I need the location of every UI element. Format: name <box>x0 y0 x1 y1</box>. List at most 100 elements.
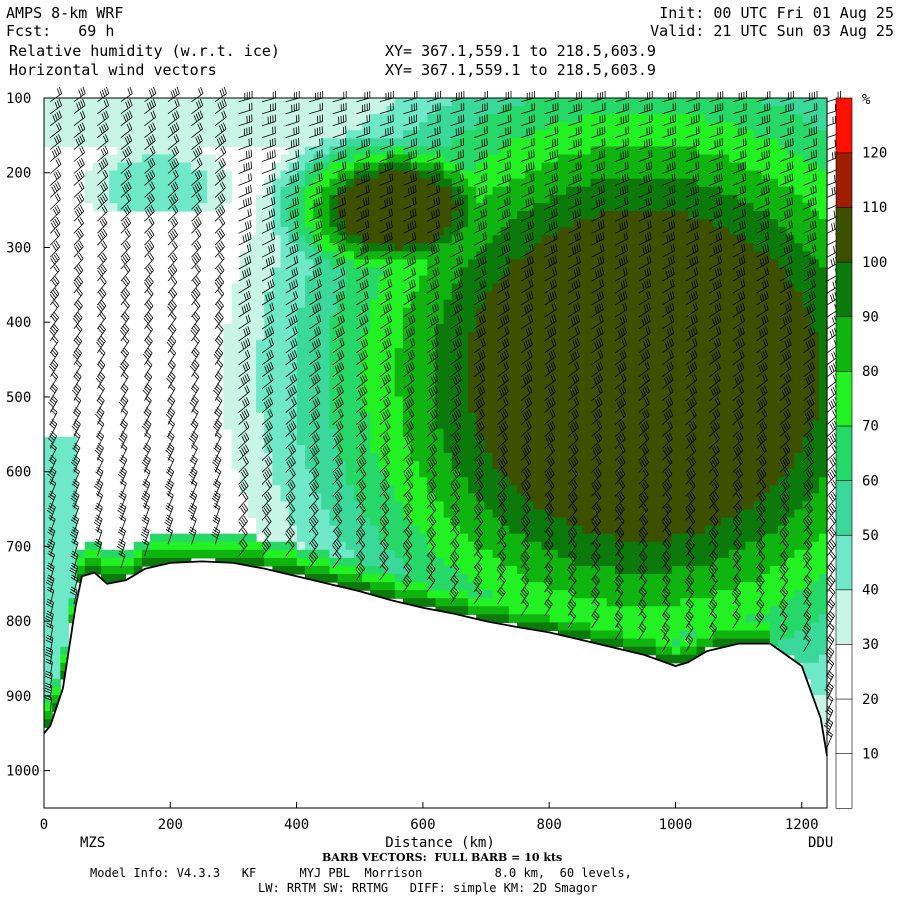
rh-cell <box>704 396 714 406</box>
rh-cell <box>574 251 583 260</box>
rh-cell <box>557 202 567 212</box>
rh-cell <box>435 259 445 269</box>
rh-cell <box>745 162 755 172</box>
rh-cell <box>688 106 698 115</box>
rh-cell <box>223 114 233 123</box>
rh-cell <box>427 348 437 357</box>
rh-cell <box>386 323 396 333</box>
rh-cell <box>427 525 437 535</box>
rh-cell <box>688 98 698 107</box>
rh-cell <box>525 178 534 188</box>
rh-cell <box>606 315 616 325</box>
rh-cell <box>631 307 641 317</box>
rh-cell <box>786 517 795 527</box>
rh-cell <box>459 453 469 462</box>
rh-cell <box>574 549 583 559</box>
rh-cell <box>435 323 445 333</box>
rh-cell <box>264 186 273 196</box>
rh-cell <box>623 356 632 365</box>
rh-cell <box>296 170 306 180</box>
rh-cell <box>769 501 779 511</box>
rh-cell <box>639 340 649 349</box>
rh-cell <box>321 485 331 494</box>
rh-cell <box>272 485 282 494</box>
rh-cell <box>427 574 437 583</box>
rh-cell <box>566 364 575 373</box>
rh-cell <box>468 420 477 430</box>
rh-cell <box>247 557 257 567</box>
rh-cell <box>44 461 53 470</box>
rh-cell <box>606 477 616 486</box>
rh-cell <box>370 178 380 188</box>
rh-cell <box>492 525 502 535</box>
rh-cell <box>459 331 469 341</box>
rh-cell <box>663 461 673 470</box>
rh-cell <box>737 202 747 212</box>
rh-cell <box>272 412 282 422</box>
rh-cell <box>386 590 396 599</box>
rh-cell <box>386 493 396 503</box>
rh-cell <box>313 275 322 285</box>
rh-cell <box>402 106 412 115</box>
rh-cell <box>313 501 322 511</box>
rh-cell <box>606 622 616 632</box>
rh-cell <box>158 138 167 148</box>
rh-cell <box>296 315 306 325</box>
rh-cell <box>435 331 445 341</box>
rh-cell <box>109 178 119 188</box>
rh-cell <box>517 331 526 341</box>
rh-cell <box>606 299 616 309</box>
rh-cell <box>802 372 812 381</box>
rh-cell <box>533 291 543 301</box>
rh-cell <box>802 299 812 309</box>
rh-cell <box>484 219 494 228</box>
rh-cell <box>631 315 641 325</box>
rh-cell <box>353 235 363 244</box>
rh-cell <box>329 202 339 212</box>
rh-cell <box>411 453 420 462</box>
rh-cell <box>582 630 592 640</box>
rh-cell <box>794 541 804 551</box>
rh-cell <box>598 517 608 527</box>
rh-cell <box>663 122 673 131</box>
rh-cell <box>329 138 339 148</box>
rh-cell <box>345 582 355 591</box>
rh-cell <box>305 477 314 486</box>
rh-cell <box>574 412 583 422</box>
rh-cell <box>321 372 331 381</box>
rh-cell <box>508 444 518 454</box>
rh-cell <box>411 549 420 559</box>
rh-cell <box>158 162 167 172</box>
rh-cell <box>345 162 355 172</box>
rh-cell <box>786 525 795 535</box>
rh-cell <box>712 517 722 527</box>
rh-cell <box>443 154 453 164</box>
rh-cell <box>419 340 428 349</box>
rh-cell <box>696 493 706 503</box>
rh-cell <box>337 549 347 559</box>
rh-cell <box>500 461 510 470</box>
rh-cell <box>525 251 534 260</box>
rh-cell <box>231 388 241 398</box>
rh-cell <box>476 130 486 139</box>
rh-cell <box>484 501 494 511</box>
rh-cell <box>443 557 453 567</box>
rh-cell <box>247 388 257 398</box>
rh-cell <box>582 477 592 486</box>
rh-cell <box>345 574 355 583</box>
rh-cell <box>411 340 420 349</box>
rh-cell <box>386 307 396 317</box>
rh-cell <box>517 598 526 607</box>
rh-cell <box>517 461 526 470</box>
rh-cell <box>786 622 795 632</box>
rh-cell <box>500 194 510 204</box>
rh-cell <box>288 356 298 365</box>
rh-cell <box>729 541 738 551</box>
rh-cell <box>712 396 722 406</box>
rh-cell <box>598 461 608 470</box>
rh-cell <box>264 283 273 293</box>
rh-cell <box>778 162 787 172</box>
rh-cell <box>606 420 616 430</box>
rh-cell <box>468 582 477 591</box>
rh-cell <box>459 541 469 551</box>
